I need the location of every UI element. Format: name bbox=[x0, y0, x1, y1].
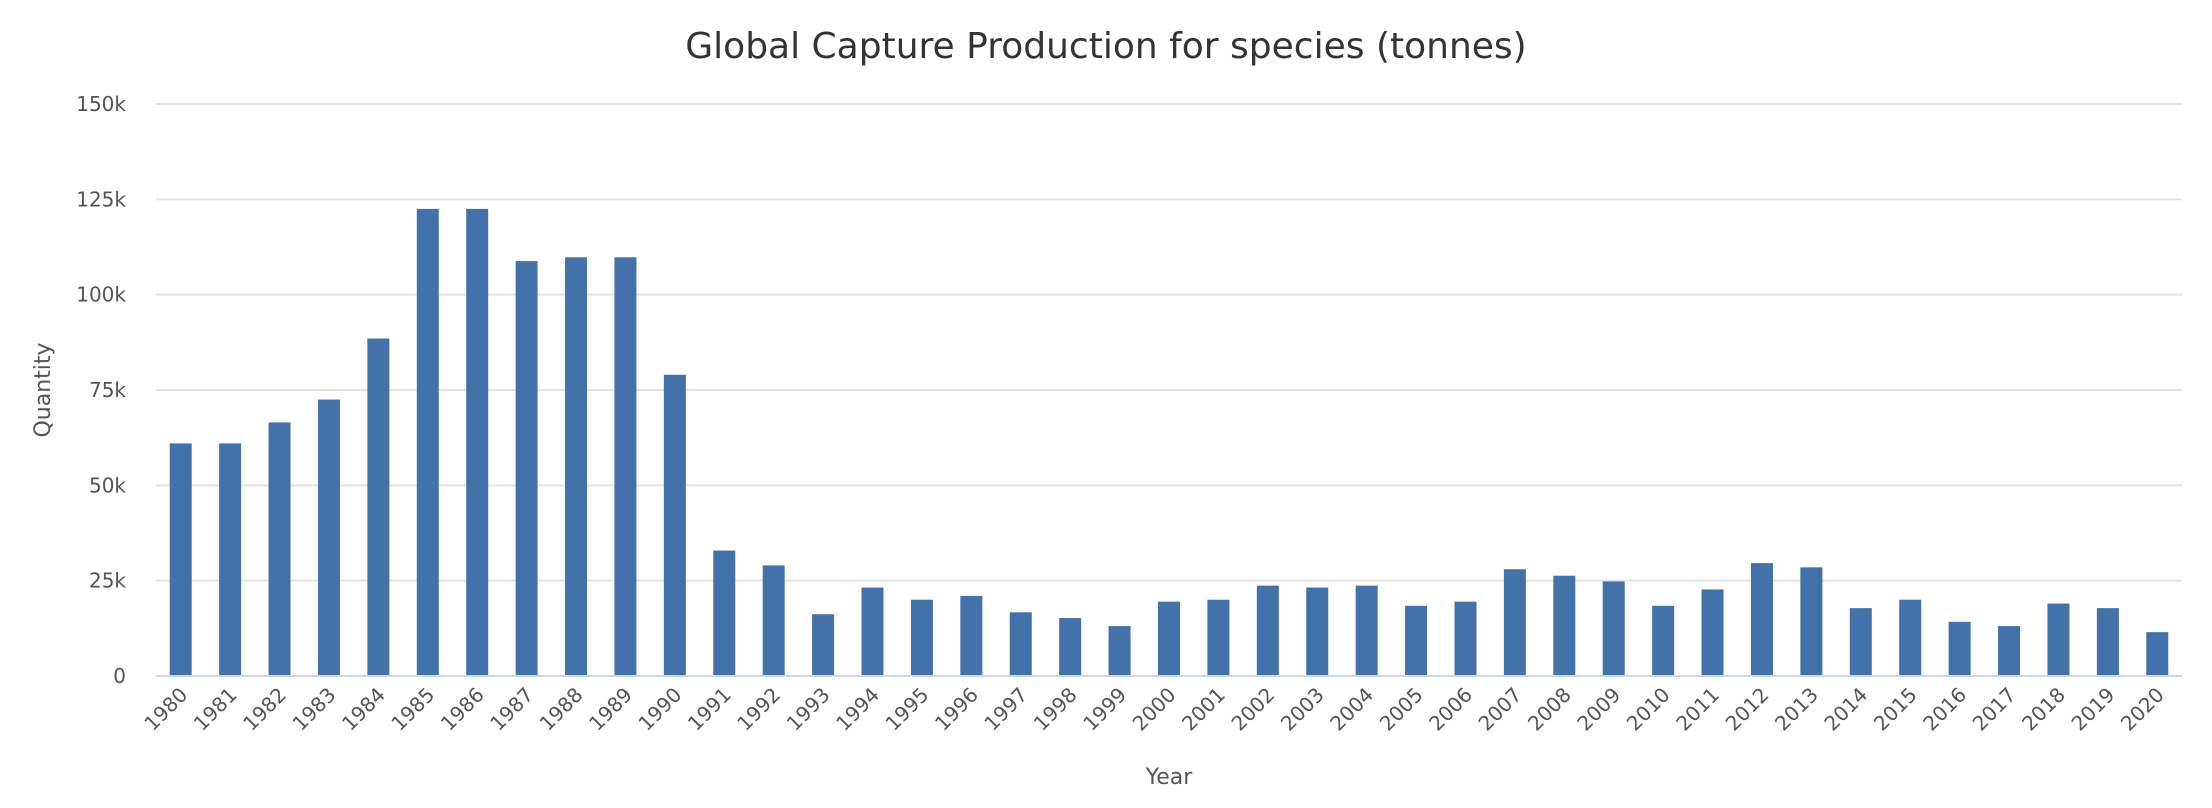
x-tick-label: 1990 bbox=[633, 683, 686, 736]
x-tick-label: 1997 bbox=[979, 683, 1032, 736]
y-tick-label: 150k bbox=[76, 92, 126, 116]
bar-1982[interactable] bbox=[268, 422, 291, 676]
x-tick-label: 1988 bbox=[535, 683, 588, 736]
bar-1983[interactable] bbox=[317, 399, 340, 676]
bar-2010[interactable] bbox=[1652, 605, 1675, 676]
bar-1997[interactable] bbox=[1009, 612, 1032, 676]
bar-2006[interactable] bbox=[1454, 601, 1477, 676]
x-tick-label: 2007 bbox=[1473, 683, 1526, 736]
x-tick-label: 2012 bbox=[1721, 683, 1774, 736]
x-tick-label: 2016 bbox=[1918, 683, 1971, 736]
x-tick-label: 1993 bbox=[782, 683, 835, 736]
bar-2015[interactable] bbox=[1899, 599, 1922, 676]
x-tick-label: 1983 bbox=[288, 683, 341, 736]
bar-2014[interactable] bbox=[1849, 608, 1872, 676]
bar-1999[interactable] bbox=[1108, 626, 1131, 676]
bar-1993[interactable] bbox=[812, 614, 835, 676]
x-tick-label: 1986 bbox=[436, 683, 489, 736]
y-tick-label: 100k bbox=[76, 283, 126, 307]
x-tick-label: 2015 bbox=[1869, 683, 1922, 736]
bar-1987[interactable] bbox=[515, 261, 538, 676]
x-tick-label: 2008 bbox=[1523, 683, 1576, 736]
x-tick-label: 1999 bbox=[1078, 683, 1131, 736]
bar-1990[interactable] bbox=[663, 374, 686, 676]
bars bbox=[169, 208, 2169, 676]
x-tick-label: 1994 bbox=[831, 683, 884, 736]
x-tick-label: 2002 bbox=[1226, 683, 1279, 736]
x-tick-label: 1995 bbox=[880, 683, 933, 736]
bar-1986[interactable] bbox=[466, 208, 489, 676]
bar-2013[interactable] bbox=[1800, 567, 1823, 676]
bar-1995[interactable] bbox=[910, 599, 933, 676]
x-tick-label: 2006 bbox=[1424, 683, 1477, 736]
x-tick-label: 1987 bbox=[485, 683, 538, 736]
bar-2009[interactable] bbox=[1602, 581, 1625, 676]
bar-2007[interactable] bbox=[1503, 569, 1526, 676]
grid-lines bbox=[156, 103, 2182, 582]
y-tick-label: 0 bbox=[113, 664, 126, 688]
x-tick-label: 2020 bbox=[2116, 683, 2169, 736]
bar-1989[interactable] bbox=[614, 257, 637, 676]
x-tick-label: 2013 bbox=[1770, 683, 1823, 736]
bar-1991[interactable] bbox=[713, 550, 736, 676]
x-tick-label: 1982 bbox=[238, 683, 291, 736]
y-tick-label: 50k bbox=[89, 473, 126, 497]
x-tick-label: 2003 bbox=[1276, 683, 1329, 736]
bar-2016[interactable] bbox=[1948, 621, 1971, 676]
bar-2008[interactable] bbox=[1553, 575, 1576, 676]
x-tick-label: 2000 bbox=[1128, 683, 1181, 736]
y-tick-label: 125k bbox=[76, 187, 126, 211]
x-tick-label: 1981 bbox=[189, 683, 242, 736]
x-tick-label: 2019 bbox=[2066, 683, 2119, 736]
x-tick-label: 2005 bbox=[1375, 683, 1428, 736]
bar-2005[interactable] bbox=[1405, 605, 1428, 676]
x-tick-label: 2011 bbox=[1671, 683, 1724, 736]
bar-2004[interactable] bbox=[1355, 585, 1378, 676]
bar-1998[interactable] bbox=[1059, 618, 1082, 676]
x-tick-label: 1989 bbox=[584, 683, 637, 736]
bar-1992[interactable] bbox=[762, 565, 785, 676]
bar-2003[interactable] bbox=[1306, 587, 1329, 676]
bar-2020[interactable] bbox=[2146, 632, 2169, 676]
bar-1994[interactable] bbox=[861, 587, 884, 676]
bar-1985[interactable] bbox=[416, 208, 439, 676]
bar-1980[interactable] bbox=[169, 443, 192, 676]
bar-2000[interactable] bbox=[1158, 601, 1180, 676]
x-tick-label: 2010 bbox=[1622, 683, 1675, 736]
x-tick-label: 2009 bbox=[1572, 683, 1625, 736]
y-tick-label: 75k bbox=[89, 378, 126, 402]
y-axis-ticks: 0 25k 50k 75k 100k 125k 150k bbox=[76, 92, 126, 688]
x-tick-label: 2004 bbox=[1325, 683, 1378, 736]
bar-1984[interactable] bbox=[367, 338, 390, 676]
x-tick-label: 2017 bbox=[1968, 683, 2021, 736]
x-tick-label: 2001 bbox=[1177, 683, 1230, 736]
bar-1981[interactable] bbox=[219, 443, 242, 676]
x-axis-ticks: 1980198119821983198419851986198719881989… bbox=[139, 683, 2169, 736]
x-tick-label: 1998 bbox=[1029, 683, 1082, 736]
y-tick-label: 25k bbox=[89, 569, 126, 593]
y-axis-title: Quantity bbox=[31, 342, 56, 437]
bar-1996[interactable] bbox=[960, 595, 983, 676]
bar-2019[interactable] bbox=[2096, 608, 2119, 676]
x-tick-label: 1991 bbox=[683, 683, 736, 736]
x-tick-label: 1992 bbox=[732, 683, 785, 736]
x-tick-label: 1984 bbox=[337, 683, 390, 736]
x-axis-title: Year bbox=[1145, 765, 1194, 790]
x-tick-label: 1980 bbox=[139, 683, 192, 736]
bar-2001[interactable] bbox=[1207, 599, 1230, 676]
chart-title: Global Capture Production for species (t… bbox=[685, 26, 1526, 67]
bar-2017[interactable] bbox=[1998, 626, 2021, 676]
bar-2011[interactable] bbox=[1701, 589, 1724, 676]
bar-1988[interactable] bbox=[565, 257, 588, 676]
bar-2002[interactable] bbox=[1256, 585, 1279, 676]
x-tick-label: 2018 bbox=[2017, 683, 2070, 736]
bar-2012[interactable] bbox=[1750, 563, 1773, 676]
bar-2018[interactable] bbox=[2047, 603, 2070, 676]
x-tick-label: 1985 bbox=[386, 683, 439, 736]
x-tick-label: 1996 bbox=[930, 683, 983, 736]
x-tick-label: 2014 bbox=[1819, 683, 1872, 736]
